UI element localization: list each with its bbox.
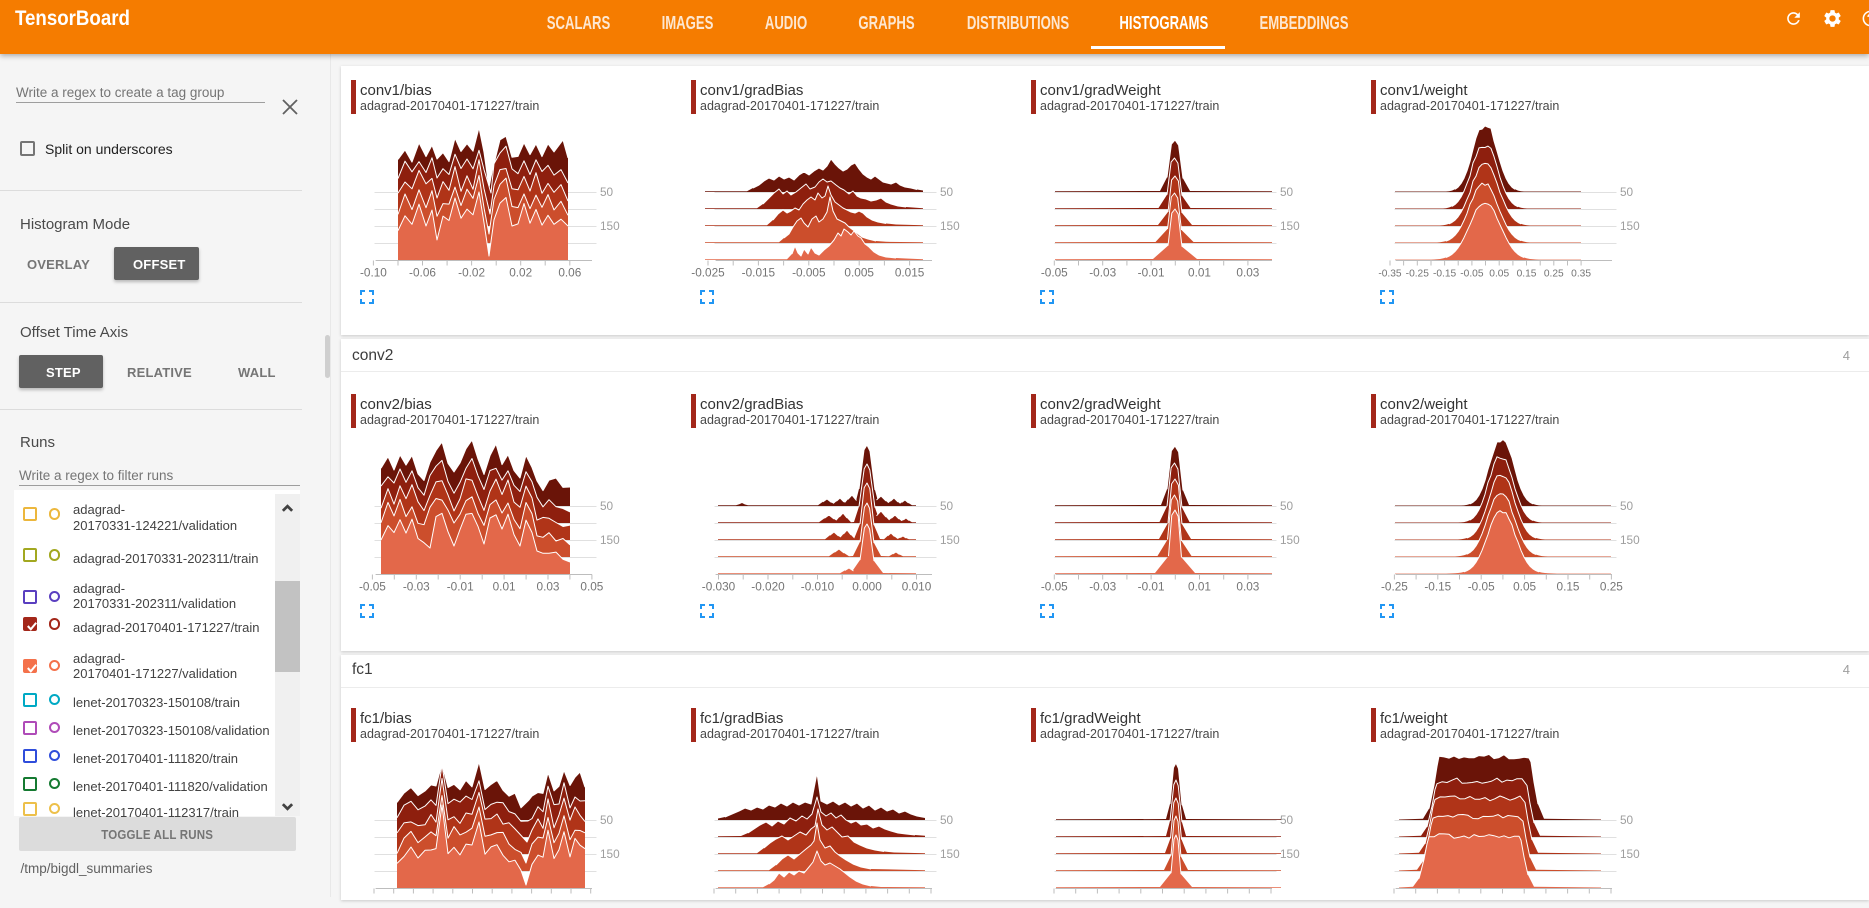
svg-text:0.000: 0.000 xyxy=(852,579,882,593)
svg-text:50: 50 xyxy=(1280,185,1294,199)
svg-text:50: 50 xyxy=(600,185,614,199)
svg-text:0.05: 0.05 xyxy=(1489,268,1509,279)
svg-text:50: 50 xyxy=(940,499,954,513)
svg-text:0.05: 0.05 xyxy=(580,579,603,593)
svg-text:0.01: 0.01 xyxy=(1188,579,1211,593)
svg-text:150: 150 xyxy=(1280,847,1300,861)
svg-text:-0.020: -0.020 xyxy=(751,579,785,593)
svg-text:150: 150 xyxy=(940,219,960,233)
svg-text:-0.01: -0.01 xyxy=(447,579,474,593)
svg-text:-0.10: -0.10 xyxy=(360,265,387,279)
svg-text:-0.005: -0.005 xyxy=(792,265,826,279)
svg-text:-0.025: -0.025 xyxy=(691,265,725,279)
svg-text:0.03: 0.03 xyxy=(537,579,560,593)
svg-text:50: 50 xyxy=(940,813,954,827)
svg-text:50: 50 xyxy=(1620,813,1634,827)
svg-text:0.03: 0.03 xyxy=(1236,265,1259,279)
svg-text:50: 50 xyxy=(1280,499,1294,513)
svg-text:0.01: 0.01 xyxy=(1188,265,1211,279)
svg-text:-0.01: -0.01 xyxy=(1138,579,1165,593)
svg-text:-0.03: -0.03 xyxy=(403,579,430,593)
svg-text:-0.030: -0.030 xyxy=(702,579,736,593)
svg-text:-0.25: -0.25 xyxy=(1406,268,1430,279)
svg-text:0.15: 0.15 xyxy=(1557,579,1580,593)
svg-text:0.25: 0.25 xyxy=(1600,579,1623,593)
svg-text:-0.015: -0.015 xyxy=(742,265,776,279)
svg-text:0.06: 0.06 xyxy=(558,265,581,279)
svg-text:50: 50 xyxy=(600,499,614,513)
svg-text:0.005: 0.005 xyxy=(844,265,874,279)
svg-text:50: 50 xyxy=(1620,185,1634,199)
svg-text:0.010: 0.010 xyxy=(902,579,932,593)
svg-text:150: 150 xyxy=(1620,219,1640,233)
svg-text:0.02: 0.02 xyxy=(509,265,532,279)
svg-text:-0.35: -0.35 xyxy=(1378,268,1402,279)
svg-text:-0.02: -0.02 xyxy=(458,265,485,279)
svg-text:-0.15: -0.15 xyxy=(1424,579,1451,593)
svg-text:0.015: 0.015 xyxy=(895,265,925,279)
svg-text:150: 150 xyxy=(1620,847,1640,861)
svg-text:150: 150 xyxy=(1280,533,1300,547)
svg-text:150: 150 xyxy=(1620,533,1640,547)
svg-text:-0.03: -0.03 xyxy=(1089,579,1116,593)
svg-text:50: 50 xyxy=(1280,813,1294,827)
svg-text:-0.05: -0.05 xyxy=(1041,579,1068,593)
svg-text:-0.06: -0.06 xyxy=(409,265,436,279)
svg-text:0.03: 0.03 xyxy=(1236,579,1259,593)
svg-text:50: 50 xyxy=(940,185,954,199)
svg-text:-0.03: -0.03 xyxy=(1089,265,1116,279)
svg-text:150: 150 xyxy=(1280,219,1300,233)
svg-text:150: 150 xyxy=(600,533,620,547)
svg-text:-0.01: -0.01 xyxy=(1138,265,1165,279)
svg-text:-0.010: -0.010 xyxy=(801,579,835,593)
svg-text:-0.05: -0.05 xyxy=(1041,265,1068,279)
svg-text:-0.05: -0.05 xyxy=(359,579,386,593)
svg-text:-0.05: -0.05 xyxy=(1468,579,1495,593)
svg-text:0.25: 0.25 xyxy=(1544,268,1564,279)
svg-text:150: 150 xyxy=(940,847,960,861)
svg-text:-0.15: -0.15 xyxy=(1433,268,1457,279)
svg-text:50: 50 xyxy=(600,813,614,827)
svg-text:150: 150 xyxy=(940,533,960,547)
svg-text:150: 150 xyxy=(600,847,620,861)
svg-text:0.01: 0.01 xyxy=(493,579,516,593)
svg-text:-0.05: -0.05 xyxy=(1460,268,1484,279)
svg-text:0.35: 0.35 xyxy=(1571,268,1591,279)
svg-text:-0.25: -0.25 xyxy=(1381,579,1408,593)
svg-text:150: 150 xyxy=(600,219,620,233)
svg-text:0.15: 0.15 xyxy=(1517,268,1537,279)
svg-text:0.05: 0.05 xyxy=(1513,579,1536,593)
svg-text:50: 50 xyxy=(1620,499,1634,513)
